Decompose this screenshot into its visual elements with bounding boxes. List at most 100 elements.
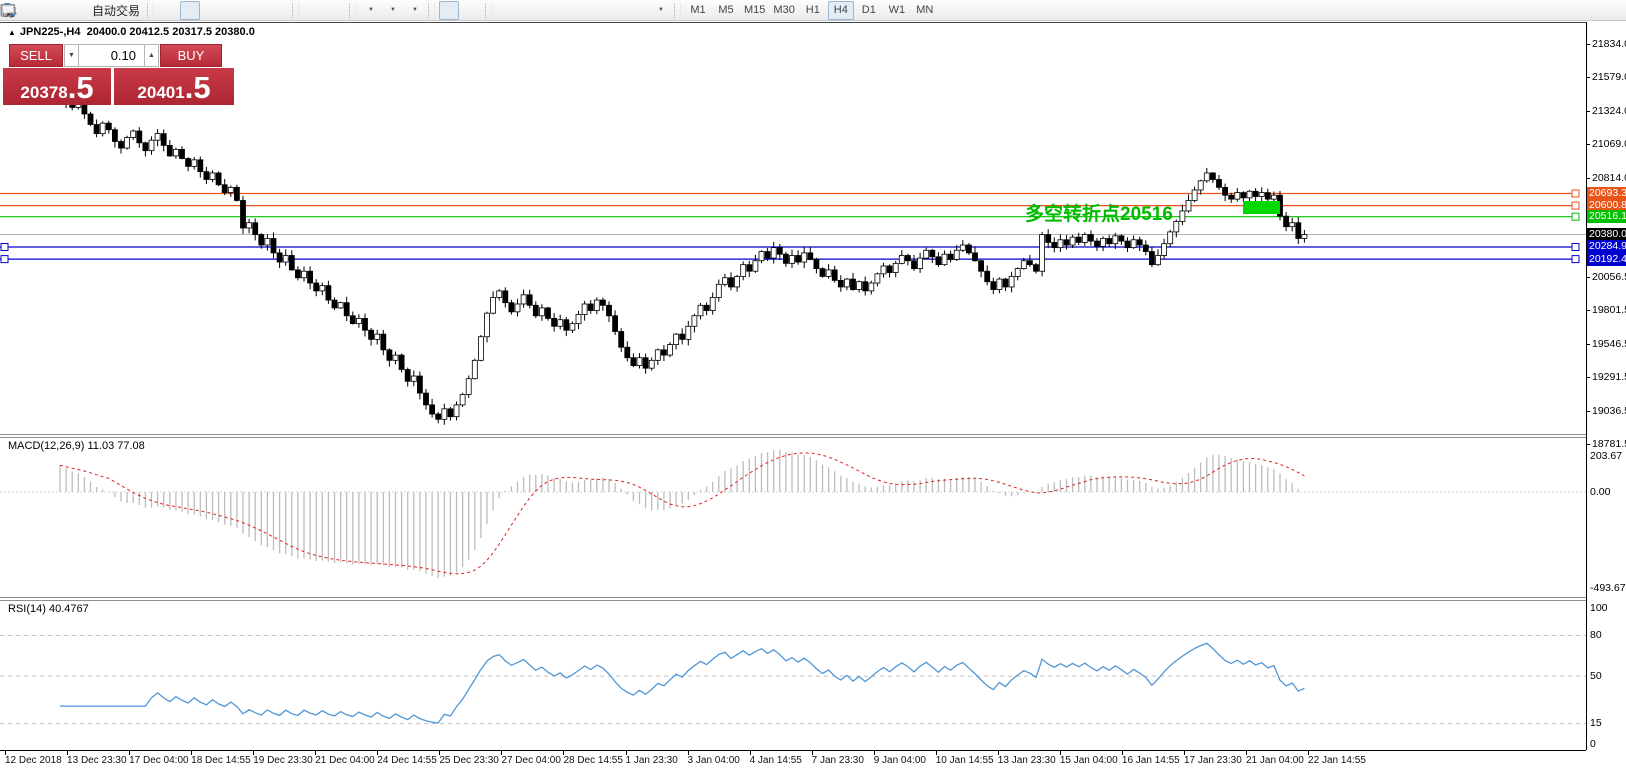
highlight-rectangle[interactable]	[1243, 201, 1280, 214]
time-tick-label: 7 Jan 23:30	[811, 755, 864, 766]
arrows-tool-button[interactable]: ▼	[2, 1, 670, 20]
rsi-line	[60, 642, 1305, 724]
vertical-line-tool-button[interactable]	[7, 1, 516, 20]
templates-button[interactable]: ▼	[1, 1, 424, 20]
history-center-button[interactable]	[1, 1, 43, 20]
time-tick-mark	[315, 751, 317, 755]
support-line-price-label: 20284.9	[1587, 240, 1626, 253]
timeframe-w1-button[interactable]: W1	[888, 4, 906, 16]
time-tick-label: 18 Dec 14:55	[191, 755, 251, 766]
panel-separator[interactable]	[0, 597, 1626, 598]
time-tick-label: 24 Dec 14:55	[377, 755, 437, 766]
time-tick-mark	[67, 751, 69, 755]
auto-scroll-button[interactable]	[0, 1, 323, 20]
tile-windows-button[interactable]	[1, 1, 288, 20]
timeframe-m1-button[interactable]: M1	[690, 4, 706, 16]
chart-ohlc-title: ▲ JPN225-,H4 20400.0 20412.5 20317.5 2038…	[8, 26, 255, 38]
rsi-scale-label: 100	[1590, 602, 1608, 614]
time-tick-label: 15 Jan 04:00	[1059, 755, 1118, 766]
volume-increase-button[interactable]: ▲	[144, 44, 159, 67]
price-tick-label: 19546.5	[1592, 338, 1626, 350]
sell-price-main: 20378	[20, 83, 68, 102]
line-chart-mode-button[interactable]	[0, 1, 222, 20]
symbol-name: JPN225-,H4	[19, 26, 81, 38]
dropdown-arrow-icon: ▼	[658, 7, 664, 13]
timeframe-d1-button[interactable]: D1	[861, 4, 876, 16]
rsi-scale-label: 80	[1590, 629, 1602, 641]
price-tick-mark	[1586, 411, 1590, 412]
price-tick-label: 21069.0	[1592, 138, 1626, 150]
text-tool-button[interactable]: A	[4, 1, 626, 20]
rsi-panel[interactable]	[0, 601, 1586, 750]
chart-shift-button[interactable]	[0, 1, 345, 20]
timeframe-h4-button[interactable]: H4	[827, 0, 854, 20]
price-tick-label: 20814.0	[1592, 172, 1626, 184]
macd-panel[interactable]	[0, 438, 1586, 597]
bar-chart-mode-button[interactable]	[1, 1, 178, 20]
time-tick-mark	[501, 751, 503, 755]
time-tick-label: 13 Jan 23:30	[997, 755, 1056, 766]
time-tick-label: 12 Dec 2018	[5, 755, 62, 766]
dropdown-arrow-icon: ▼	[412, 7, 418, 13]
price-tick-label: 18781.5	[1592, 438, 1626, 450]
price-tick-mark	[1586, 77, 1590, 78]
dropdown-arrow-icon: ▼	[390, 7, 396, 13]
panel-separator	[0, 437, 1626, 438]
price-tick-mark	[1586, 277, 1590, 278]
price-tick-mark	[1586, 144, 1590, 145]
buy-button[interactable]: BUY	[160, 44, 222, 67]
timeframe-mn-button[interactable]: MN	[916, 4, 934, 16]
time-tick-mark	[873, 751, 875, 755]
autotrade-label: 自动交易	[92, 3, 141, 18]
price-tick-mark	[1586, 44, 1590, 45]
time-tick-mark	[687, 751, 689, 755]
add-indicator-button[interactable]: ▼	[0, 1, 380, 20]
time-tick-mark	[439, 751, 441, 755]
search-button[interactable]	[1, 1, 1597, 20]
price-tick-mark	[1586, 111, 1590, 112]
timeframe-h1-button[interactable]: H1	[805, 4, 820, 16]
panel-separator[interactable]	[0, 434, 1626, 435]
toolbar-separator	[147, 2, 155, 18]
sell-button[interactable]: SELL	[9, 44, 63, 67]
price-tick-label: 20056.5	[1592, 271, 1626, 283]
rsi-label: RSI(14) 40.4767	[8, 603, 89, 615]
current-price-price-label: 20380.0	[1587, 228, 1626, 241]
chart-annotation-text[interactable]: 多空转折点20516	[1025, 204, 1173, 225]
time-tick-label: 10 Jan 14:55	[935, 755, 994, 766]
ohlc-values: 20400.0 20412.5 20317.5 20380.0	[86, 26, 255, 38]
time-tick-label: 17 Dec 04:00	[129, 755, 189, 766]
signals-button[interactable]	[1, 1, 87, 20]
chat-button[interactable]	[1, 1, 1619, 20]
resistance-line-price-label: 20600.8	[1587, 199, 1626, 212]
autotrade-button[interactable]: 自动交易	[1, 1, 143, 20]
time-tick-mark	[935, 751, 937, 755]
main-chart[interactable]	[0, 22, 1586, 434]
crosshair-tool-button[interactable]	[1, 1, 481, 20]
cursor-tool-button[interactable]	[3, 0, 460, 20]
community-button[interactable]	[0, 1, 65, 20]
timeframe-m15-button[interactable]: M15	[744, 4, 766, 16]
channel-tool-button[interactable]: E	[0, 1, 582, 20]
trendline-tool-button[interactable]	[1, 1, 560, 20]
level-lines[interactable]	[0, 189, 1586, 264]
sell-price-box[interactable]: 20378.5	[3, 68, 111, 105]
buy-price-box[interactable]: 20401.5	[114, 68, 234, 105]
price-tick-mark	[1586, 377, 1590, 378]
fibonacci-tool-button[interactable]: F	[1, 1, 604, 20]
candle-chart-mode-button[interactable]	[2, 0, 201, 20]
horizontal-line-tool-button[interactable]	[1, 1, 538, 20]
text-label-tool-button[interactable]: T	[1, 1, 648, 20]
price-tick-label: 19291.5	[1592, 371, 1626, 383]
timeframe-m5-button[interactable]: M5	[718, 4, 734, 16]
timeframe-m30-button[interactable]: M30	[773, 4, 795, 16]
time-tick-mark	[5, 751, 6, 755]
volume-decrease-button[interactable]: ▼	[64, 44, 79, 67]
volume-input[interactable]	[78, 44, 145, 67]
zoom-out-button[interactable]	[1, 1, 266, 20]
time-tick-label: 1 Jan 23:30	[625, 755, 678, 766]
zoom-in-button[interactable]	[1, 1, 244, 20]
price-scale[interactable]	[1586, 22, 1626, 750]
time-tick-mark	[997, 751, 999, 755]
periods-button[interactable]: ▼	[1, 1, 402, 20]
